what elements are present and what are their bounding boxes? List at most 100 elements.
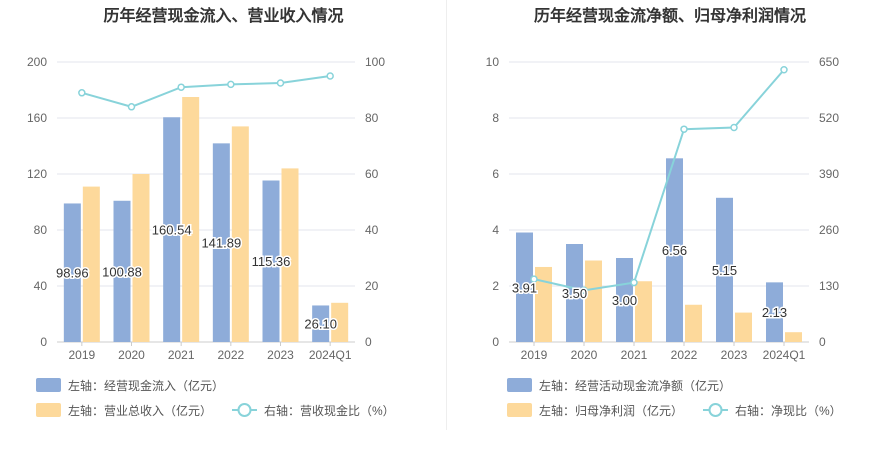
line-point	[580, 286, 588, 295]
data-label: 6.56	[662, 243, 687, 258]
line-point	[780, 66, 788, 74]
bar	[566, 244, 583, 342]
chart-title: 历年经营现金流入、营业收入情况	[103, 6, 344, 25]
right-axis-tick-label: 650	[819, 55, 839, 69]
category-label: 2024Q1	[309, 348, 352, 362]
bar	[262, 180, 280, 342]
left-axis-tick-label: 80	[34, 223, 48, 237]
bar	[312, 305, 330, 342]
left-axis-tick-label: 0	[40, 335, 47, 349]
right-axis-tick-label: 80	[365, 111, 379, 125]
chart-right-svg: 0 0 2 130 4 260 6 390 8 520 10 650 2019 2020 2021 2022 2…	[486, 55, 842, 418]
left-axis-tick-label: 4	[492, 223, 499, 237]
bar	[716, 197, 733, 342]
category-label: 2019	[521, 348, 548, 362]
right-axis-tick-label: 100	[365, 55, 385, 69]
legend-label: 左轴：营业总收入（亿元）	[68, 403, 212, 418]
data-label: 2.13	[762, 305, 787, 320]
category-label: 2023	[267, 348, 294, 362]
data-label: 115.36	[252, 254, 291, 269]
right-axis-tick-label: 20	[365, 279, 379, 293]
chart-panel-left: 历年经营现金流入、营业收入情况 0 0 40 20 80 40 120 60 160 80 200 1…	[0, 0, 447, 458]
bar	[132, 174, 150, 342]
bar	[331, 302, 349, 342]
bar	[666, 158, 683, 342]
right-axis-tick-label: 520	[819, 111, 839, 125]
legend-label: 左轴：归母净利润（亿元）	[539, 403, 683, 418]
line-point	[680, 125, 688, 133]
left-axis-tick-label: 8	[492, 111, 499, 125]
right-axis-tick-label: 0	[365, 335, 372, 349]
legend-label: 右轴：净现比（%）	[735, 403, 842, 418]
category-label: 2022	[217, 348, 244, 362]
line-point	[177, 83, 185, 91]
data-label: 5.15	[712, 263, 737, 278]
left-axis-tick-label: 10	[486, 55, 500, 69]
panel-divider	[446, 0, 447, 430]
line-point	[730, 123, 738, 132]
legend-label: 左轴：经营现金流入（亿元）	[68, 378, 224, 393]
legend-swatch	[36, 378, 61, 392]
right-axis-tick-label: 130	[819, 279, 839, 293]
bar	[535, 266, 552, 342]
data-label: 3.00	[612, 293, 637, 308]
right-axis-tick-label: 40	[365, 223, 379, 237]
bar	[766, 282, 783, 342]
legend-marker	[237, 403, 252, 417]
bar	[113, 200, 131, 342]
line-point	[630, 278, 638, 287]
legend-label: 左轴：经营活动现金流净额（亿元）	[539, 378, 731, 393]
category-label: 2020	[118, 348, 145, 362]
bar	[685, 304, 702, 342]
bar	[63, 203, 81, 342]
legend-swatch	[507, 403, 532, 417]
left-axis-tick-label: 0	[492, 335, 499, 349]
category-label: 2021	[168, 348, 195, 362]
data-label: 141.89	[201, 236, 241, 251]
legend-label: 右轴：营收现金比（%）	[264, 403, 395, 418]
data-label: 100.88	[102, 264, 142, 279]
data-label: 160.54	[152, 223, 192, 238]
data-label: 3.50	[562, 286, 587, 301]
bar	[281, 168, 299, 342]
line-point	[227, 80, 235, 89]
right-axis-tick-label: 390	[819, 167, 839, 181]
line-point	[326, 72, 334, 80]
bar	[231, 126, 249, 343]
chart-title: 历年经营现金流净额、归母净利润情况	[533, 6, 806, 25]
data-label: 3.91	[512, 280, 537, 295]
left-axis-tick-label: 40	[34, 279, 48, 293]
line-point	[276, 79, 285, 87]
left-axis-tick-label: 200	[27, 55, 47, 69]
category-label: 2022	[671, 348, 698, 362]
legend-swatch	[36, 403, 61, 417]
right-axis-tick-label: 260	[819, 223, 839, 237]
bar	[585, 260, 602, 342]
bar	[182, 97, 200, 342]
line-series	[81, 75, 331, 108]
category-label: 2024Q1	[763, 348, 806, 362]
line-point	[78, 89, 86, 97]
bar	[616, 258, 633, 342]
chart-left-svg: 0 0 40 20 80 40 120 60 160 80 200 100 2019 2020 2021 20…	[27, 55, 395, 418]
bar	[635, 281, 652, 342]
legend-marker	[708, 403, 723, 417]
bar	[212, 143, 230, 342]
bar	[735, 312, 752, 342]
legend-swatch	[507, 378, 532, 392]
line-series	[533, 69, 785, 292]
left-axis-tick-label: 6	[492, 167, 499, 181]
data-label: 98.96	[56, 266, 89, 281]
left-axis-tick-label: 2	[492, 279, 499, 293]
chart-panel-right: 历年经营现金流净额、归母净利润情况 0 0 2 130 4 260 6 390 8 520 10 65…	[447, 0, 893, 458]
line-point	[530, 275, 538, 283]
category-label: 2023	[721, 348, 748, 362]
data-label: 26.10	[304, 317, 337, 332]
right-axis-tick-label: 0	[819, 335, 826, 349]
bar	[785, 332, 802, 342]
bar	[163, 117, 181, 342]
left-axis-tick-label: 160	[27, 111, 47, 125]
bar	[82, 186, 100, 342]
line-point	[127, 103, 136, 111]
right-axis-tick-label: 60	[365, 167, 379, 181]
